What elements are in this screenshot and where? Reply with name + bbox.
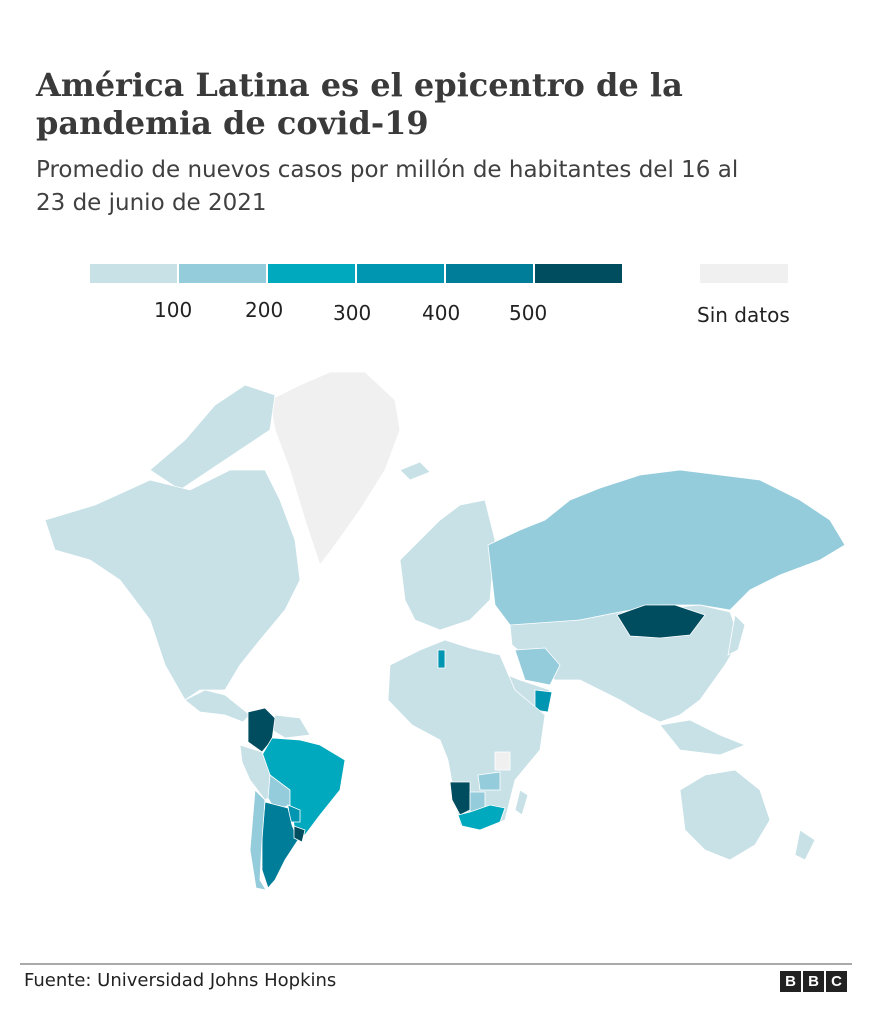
canada-arctic-islands	[149, 384, 276, 491]
argentina	[261, 801, 299, 889]
logo-letter: B	[780, 971, 801, 992]
central-america	[184, 689, 251, 723]
greenland	[269, 371, 401, 566]
south-africa	[457, 804, 506, 831]
logo-letter: C	[826, 971, 847, 992]
venezuela	[271, 714, 311, 739]
no-data-label: Sin datos	[697, 303, 790, 327]
legend-swatch	[357, 264, 444, 283]
legend-swatch	[446, 264, 533, 283]
japan	[727, 614, 746, 656]
north-america	[44, 469, 301, 701]
legend-tick: 100	[154, 298, 193, 322]
legend-swatch	[90, 264, 177, 283]
bbc-logo: B B C	[780, 971, 847, 992]
europe	[399, 499, 496, 631]
legend-tick: 400	[422, 301, 461, 325]
uruguay	[293, 825, 306, 843]
no-data-swatch	[700, 264, 788, 283]
legend-tick: 500	[509, 301, 548, 325]
color-legend	[90, 264, 624, 283]
mongolia	[616, 604, 706, 639]
new-zealand	[794, 829, 816, 861]
legend-tick: 300	[333, 301, 372, 325]
chile	[249, 789, 267, 891]
footer-divider	[20, 963, 852, 965]
zambia	[477, 771, 501, 791]
russia	[487, 469, 846, 626]
legend-swatch	[268, 264, 355, 283]
madagascar	[514, 789, 529, 816]
world-map	[44, 371, 846, 891]
southeast-asia-islands	[659, 719, 747, 756]
australia	[679, 769, 771, 861]
chart-title: América Latina es el epicentro de la pan…	[36, 66, 683, 142]
tunisia	[437, 649, 446, 669]
tanzania-region	[494, 751, 511, 771]
africa	[387, 639, 546, 831]
oman	[534, 689, 553, 713]
iceland	[399, 461, 431, 481]
iran	[514, 647, 561, 686]
source-note: Fuente: Universidad Johns Hopkins	[24, 970, 337, 991]
namibia	[449, 781, 471, 816]
chart-subtitle: Promedio de nuevos casos por millón de h…	[36, 157, 739, 216]
legend-tick: 200	[245, 298, 284, 322]
logo-letter: B	[803, 971, 824, 992]
legend-swatch	[179, 264, 266, 283]
legend-swatch	[535, 264, 622, 283]
